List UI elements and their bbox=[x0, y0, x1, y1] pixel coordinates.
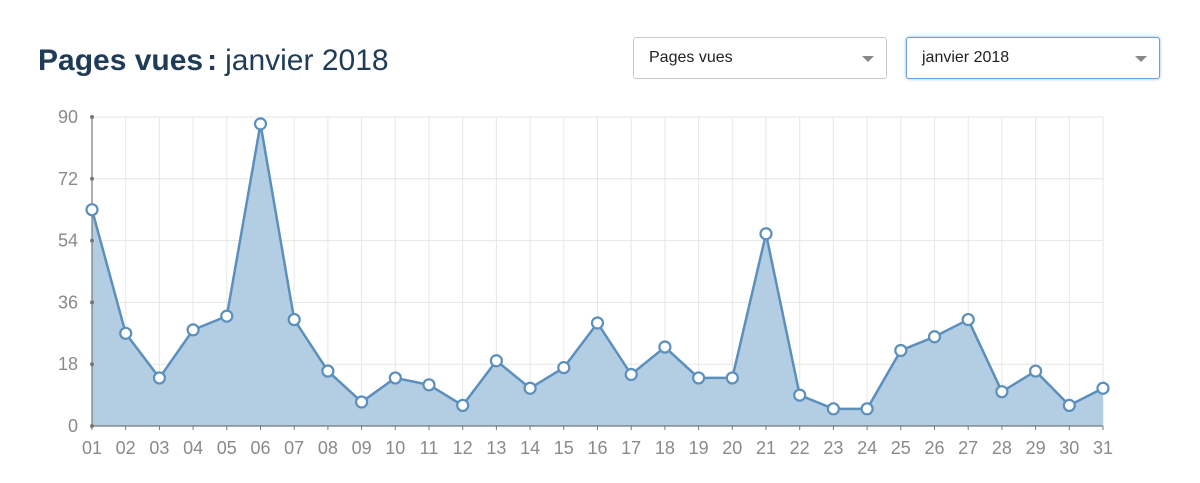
x-tick-label: 01 bbox=[82, 438, 102, 458]
y-tick-dot bbox=[90, 424, 94, 428]
title-metric: Pages vues bbox=[38, 44, 204, 77]
month-select-value: janvier 2018 bbox=[922, 49, 1010, 66]
x-tick-label: 24 bbox=[857, 438, 877, 458]
x-tick-label: 27 bbox=[958, 438, 978, 458]
data-point bbox=[287, 312, 301, 327]
data-point bbox=[759, 227, 773, 241]
chevron-down-icon bbox=[862, 56, 874, 62]
x-tick-label: 26 bbox=[924, 438, 944, 458]
y-tick-dot bbox=[90, 115, 94, 119]
data-point bbox=[422, 378, 436, 392]
y-tick-label: 72 bbox=[58, 169, 78, 189]
x-tick-label: 19 bbox=[689, 438, 709, 458]
data-point bbox=[355, 395, 369, 409]
y-tick-label: 90 bbox=[58, 107, 78, 127]
x-tick-label: 06 bbox=[250, 438, 270, 458]
x-tick-label: 22 bbox=[790, 438, 810, 458]
data-point bbox=[1062, 398, 1076, 412]
data-point bbox=[995, 385, 1009, 399]
data-point bbox=[220, 309, 234, 323]
x-tick-label: 18 bbox=[655, 438, 675, 458]
data-point bbox=[253, 117, 268, 131]
data-point bbox=[85, 203, 99, 217]
data-point bbox=[523, 381, 537, 395]
x-tick-label: 31 bbox=[1093, 438, 1113, 458]
metric-select[interactable]: Pages vues bbox=[633, 37, 887, 79]
y-tick-label: 18 bbox=[58, 354, 78, 374]
x-tick-label: 29 bbox=[1026, 438, 1046, 458]
y-tick-label: 36 bbox=[58, 292, 78, 312]
title-separator: : bbox=[207, 44, 218, 77]
x-tick-label: 20 bbox=[722, 438, 742, 458]
data-point bbox=[590, 316, 605, 330]
data-point bbox=[1096, 381, 1110, 395]
x-tick-label: 08 bbox=[318, 438, 338, 458]
y-tick-dot bbox=[90, 362, 94, 367]
y-tick-dot bbox=[90, 238, 94, 243]
data-point bbox=[388, 371, 402, 385]
data-point bbox=[894, 343, 908, 358]
x-tick-label: 28 bbox=[992, 438, 1012, 458]
x-tick-label: 09 bbox=[352, 438, 372, 458]
x-tick-label: 04 bbox=[183, 438, 203, 458]
x-tick-label: 03 bbox=[149, 438, 169, 458]
data-point bbox=[557, 361, 571, 375]
y-tick-dot bbox=[90, 300, 94, 305]
data-point bbox=[725, 371, 739, 385]
x-tick-label: 15 bbox=[554, 438, 574, 458]
data-point bbox=[1028, 364, 1043, 378]
x-tick-label: 23 bbox=[823, 438, 843, 458]
data-point bbox=[456, 398, 470, 412]
y-tick-dot bbox=[90, 176, 94, 181]
x-tick-label: 21 bbox=[756, 438, 776, 458]
x-tick-label: 10 bbox=[385, 438, 405, 458]
data-point bbox=[691, 371, 706, 385]
x-tick-label: 14 bbox=[520, 438, 540, 458]
x-tick-label: 17 bbox=[621, 438, 641, 458]
month-select[interactable]: janvier 2018 bbox=[906, 37, 1160, 79]
x-tick-label: 12 bbox=[453, 438, 473, 458]
data-point bbox=[793, 388, 807, 402]
x-tick-label: 05 bbox=[217, 438, 237, 458]
chart-title: Pages vues: janvier 2018 bbox=[38, 44, 389, 78]
data-point bbox=[860, 402, 874, 416]
data-point bbox=[152, 371, 166, 385]
x-tick-label: 07 bbox=[284, 438, 304, 458]
data-point bbox=[826, 402, 841, 416]
data-point bbox=[489, 354, 503, 368]
data-point bbox=[624, 367, 638, 382]
y-tick-label: 0 bbox=[68, 416, 78, 436]
data-point bbox=[186, 323, 200, 337]
metric-select-value: Pages vues bbox=[649, 49, 733, 66]
data-point bbox=[961, 312, 975, 327]
x-tick-label: 13 bbox=[486, 438, 506, 458]
title-period: janvier 2018 bbox=[225, 44, 389, 77]
y-tick-label: 54 bbox=[58, 231, 78, 251]
x-tick-label: 02 bbox=[116, 438, 136, 458]
x-tick-label: 16 bbox=[587, 438, 607, 458]
data-point bbox=[927, 330, 942, 344]
data-point bbox=[119, 326, 133, 340]
x-tick-label: 30 bbox=[1059, 438, 1079, 458]
chevron-down-icon bbox=[1135, 56, 1147, 62]
data-point bbox=[658, 340, 672, 354]
x-tick-label: 11 bbox=[420, 438, 439, 458]
data-point bbox=[321, 364, 335, 378]
x-tick-label: 25 bbox=[891, 438, 911, 458]
